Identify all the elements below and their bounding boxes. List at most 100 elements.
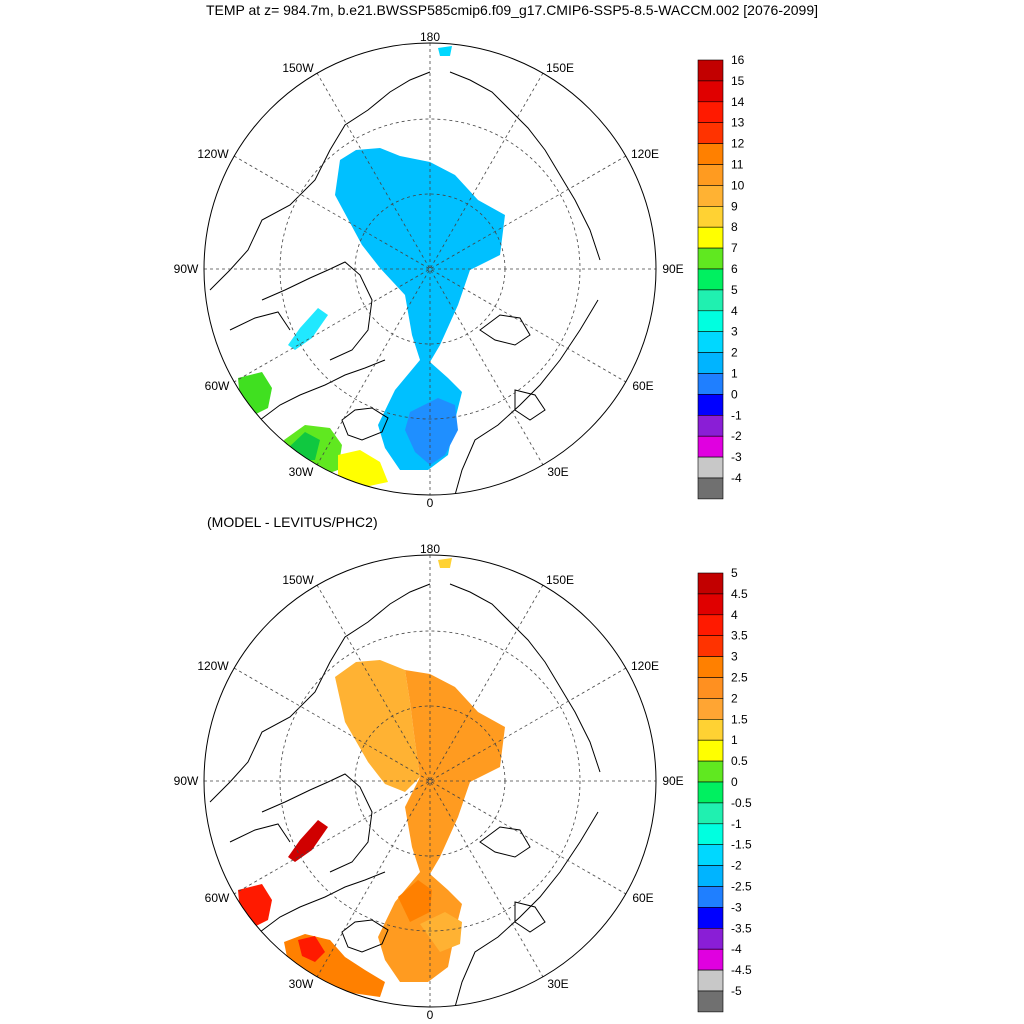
colorbar-swatch <box>697 927 724 950</box>
map-boundary <box>203 554 657 1008</box>
colorbar-label: 3 <box>731 325 738 339</box>
labrador-field <box>238 372 272 414</box>
lon-label-150e: 150E <box>546 61 574 75</box>
colorbar-swatch <box>697 948 724 971</box>
colorbar-swatch <box>697 352 724 374</box>
colorbar-label: -2 <box>731 859 742 873</box>
barents-field <box>420 912 462 952</box>
colorbar-label: 11 <box>731 158 744 172</box>
baffin-field <box>288 308 328 350</box>
colorbar-swatch <box>697 59 724 82</box>
colorbar-label: 1.5 <box>731 712 748 726</box>
lon-label-0: 0 <box>427 1008 434 1022</box>
colorbar-swatch <box>697 572 724 595</box>
colorbar-label: -1 <box>731 408 742 422</box>
colorbar-label: 1 <box>731 733 738 747</box>
lon-label-30e: 30E <box>547 977 568 991</box>
lon-label-150w: 150W <box>282 61 314 75</box>
coastlines <box>209 71 601 495</box>
colorbar-swatch <box>697 373 724 395</box>
top-polar-map: 180 0 150W 120W 90W 60W 30W 150E 120E 90… <box>174 30 745 510</box>
colorbar-swatch <box>697 614 724 637</box>
colorbar-swatch <box>697 101 724 124</box>
colorbar-swatch <box>697 677 724 699</box>
bottom-colorbar: 5 4.5 4 3.5 3 2.5 2 1.5 1 0.5 0 -0.5 -1 -1.5 -2 -2.5 -3 -… <box>697 566 752 1013</box>
graticule <box>204 555 656 1007</box>
bottom-polar-map: 180 0 150W 120W 90W 60W 30W 150E 120E 90… <box>174 542 752 1022</box>
labrador-field <box>238 884 272 926</box>
colorbar-label: 3.5 <box>731 629 748 643</box>
colorbar-label: -0.5 <box>731 796 752 810</box>
arctic-basin-field <box>335 148 505 470</box>
coastlines <box>209 583 601 1007</box>
colorbar-swatch <box>697 310 724 332</box>
colorbar-label: 4 <box>731 304 738 318</box>
atlantic-field-yellow <box>338 450 388 488</box>
colorbar-label: 10 <box>731 178 745 192</box>
colorbar-label: 1 <box>731 367 738 381</box>
colorbar-swatch <box>697 143 724 165</box>
colorbar-label: -3.5 <box>731 921 752 935</box>
colorbar-swatch <box>697 477 724 500</box>
colorbar-label: 4.5 <box>731 587 748 601</box>
colorbar-label: 0.5 <box>731 754 748 768</box>
colorbar-label: 14 <box>731 95 745 109</box>
lon-label-60w: 60W <box>205 891 230 905</box>
lon-label-90e: 90E <box>662 262 683 276</box>
colorbar-label: 2 <box>731 691 738 705</box>
colorbar-swatch <box>697 414 724 437</box>
map-boundary <box>203 42 657 496</box>
colorbar-label: 15 <box>731 74 745 88</box>
colorbar-label: -4.5 <box>731 963 752 977</box>
colorbar-label: -3 <box>731 450 742 464</box>
colorbar-label: 7 <box>731 241 738 255</box>
colorbar-swatch <box>697 226 724 249</box>
lon-label-180: 180 <box>420 542 440 556</box>
lon-label-120w: 120W <box>197 147 229 161</box>
colorbar-swatch <box>697 844 724 866</box>
colorbar-label: 16 <box>731 53 745 67</box>
colorbar-swatch <box>697 886 724 908</box>
lon-label-120e: 120E <box>631 659 659 673</box>
colorbar-label: 8 <box>731 220 738 234</box>
lon-label-0: 0 <box>427 496 434 510</box>
colorbar-label: 0 <box>731 775 738 789</box>
colorbar-swatch <box>697 802 724 825</box>
colorbar-swatch <box>697 781 724 804</box>
colorbar-swatch <box>697 456 724 479</box>
colorbar-label: -2.5 <box>731 880 752 894</box>
lon-label-30w: 30W <box>289 977 314 991</box>
colorbar-label: 6 <box>731 262 738 276</box>
difference-subtitle: (MODEL - LEVITUS/PHC2) <box>207 514 378 530</box>
colorbar-swatch <box>697 990 724 1013</box>
colorbar-swatch <box>697 247 724 270</box>
colorbar-swatch <box>697 122 724 144</box>
baffin-field <box>288 820 328 862</box>
colorbar-swatch <box>697 656 724 678</box>
colorbar-swatch <box>697 206 724 228</box>
colorbar-swatch <box>697 185 724 207</box>
colorbar-label: 5 <box>731 283 738 297</box>
lon-label-90w: 90W <box>174 262 199 276</box>
plot-title: TEMP at z= 984.7m, b.e21.BWSSP585cmip6.f… <box>205 2 819 18</box>
colorbar-swatch <box>697 635 724 657</box>
colorbar-swatch <box>697 823 724 845</box>
lon-label-150w: 150W <box>282 573 314 587</box>
arctic-basin-field-west <box>335 660 420 792</box>
lon-label-60e: 60E <box>632 891 653 905</box>
lon-label-30e: 30E <box>547 465 568 479</box>
colorbar-label: 4 <box>731 608 738 622</box>
bering-field <box>438 46 452 56</box>
colorbar-swatch <box>697 289 724 312</box>
colorbar-swatch <box>697 435 724 458</box>
colorbar-label: 5 <box>731 566 738 580</box>
colorbar-swatch <box>697 969 724 992</box>
barents-field <box>405 398 458 465</box>
colorbar-label: -1.5 <box>731 838 752 852</box>
colorbar-swatch <box>697 865 724 887</box>
lon-label-90e: 90E <box>662 774 683 788</box>
colorbar-label: 2.5 <box>731 671 748 685</box>
lon-label-120e: 120E <box>631 147 659 161</box>
graticule <box>204 43 656 495</box>
lon-label-180: 180 <box>420 30 440 44</box>
